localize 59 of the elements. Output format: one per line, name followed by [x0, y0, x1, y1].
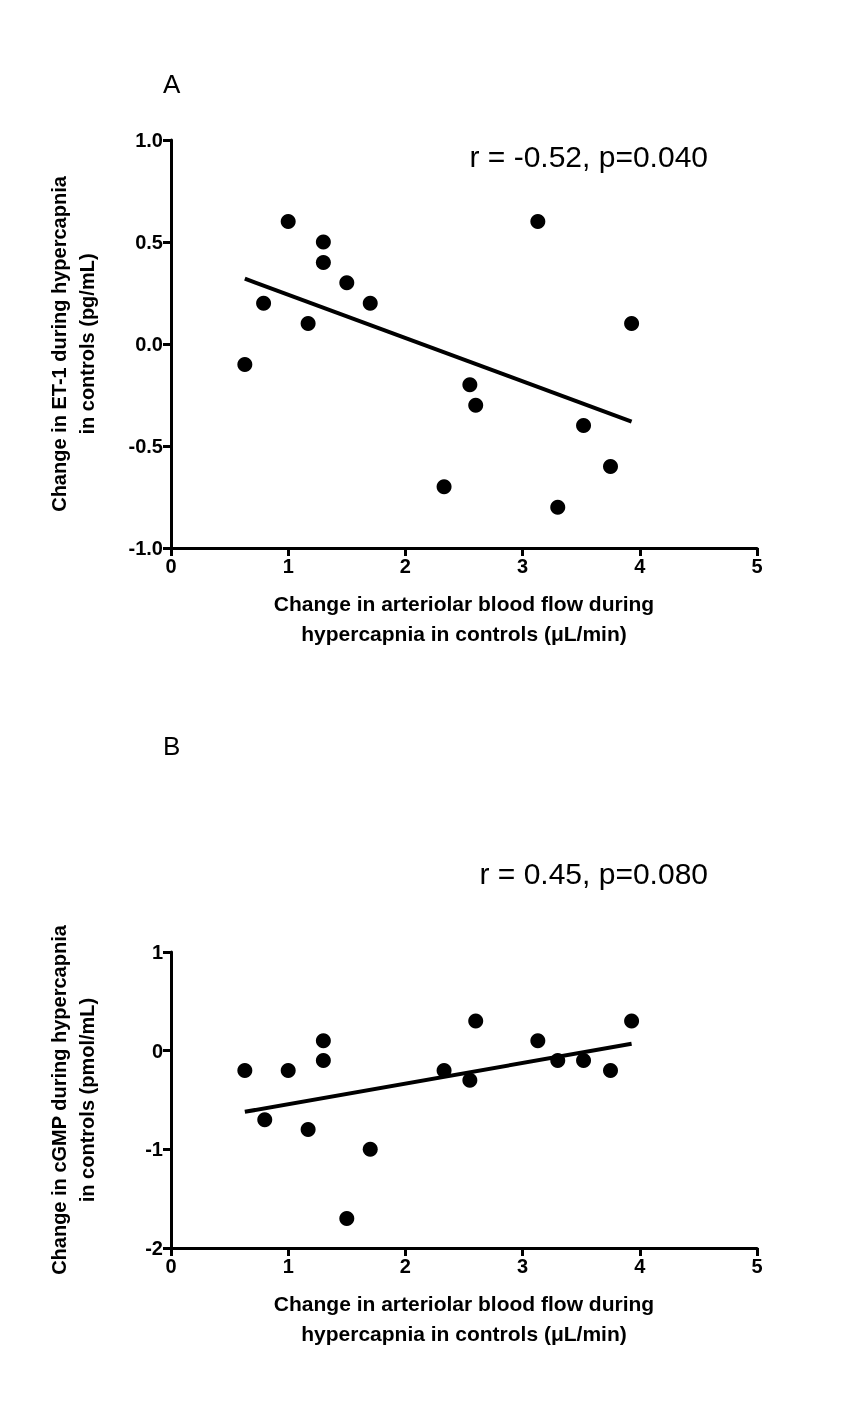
point [300, 1122, 316, 1138]
point [462, 377, 478, 393]
point [315, 1033, 331, 1049]
point [315, 254, 331, 270]
y-tick-label: 1 [151, 941, 163, 963]
x-tick-label: 5 [751, 555, 763, 577]
point [280, 1062, 296, 1078]
x-tick-label: 2 [399, 1255, 411, 1277]
point [339, 275, 355, 291]
chart-title: A [163, 69, 181, 99]
x-tick-label: 0 [165, 1255, 177, 1277]
point [257, 1112, 273, 1128]
point [339, 1210, 355, 1226]
point [603, 1062, 618, 1078]
point [624, 1013, 640, 1029]
x-tick-label: 1 [282, 1255, 294, 1277]
y-axis-title: Change in ET-1 during hypercapnia in controls (pg/mL) [48, 175, 98, 512]
point [468, 397, 484, 413]
point [237, 356, 253, 372]
y-axis-title: Change in cGMP during hypercapnia in controls (pmol/mL) [48, 924, 98, 1275]
y-tick-label: 0.5 [135, 231, 163, 253]
x-axis-title: Change in arteriolar blood flow during hypercapnia in controls (μL/min) [273, 591, 655, 645]
x-tick-label: 4 [634, 1255, 647, 1277]
point [530, 1033, 546, 1049]
x-tick-label: 4 [634, 555, 647, 577]
point [576, 1053, 592, 1069]
y-tick-label: 0.0 [135, 333, 163, 355]
x-tick-label: 3 [517, 1255, 529, 1277]
point [624, 316, 640, 332]
y-tick-label: -0.5 [128, 435, 163, 457]
x-tick-label: 5 [751, 1255, 763, 1277]
x-axis-title: Change in arteriolar blood flow during hypercapnia in controls (μL/min) [273, 1291, 655, 1345]
point [280, 214, 296, 230]
y-tick-label: 1.0 [135, 129, 163, 151]
point [576, 418, 592, 434]
y-tick-label: -1.0 [128, 537, 163, 559]
text: r = 0.45, p=0.080 [479, 856, 708, 890]
x-tick-label: 3 [517, 555, 529, 577]
point [436, 479, 452, 495]
point [315, 1053, 331, 1069]
x-tick-label: 2 [399, 555, 411, 577]
point [603, 458, 618, 474]
y-tick-label: -2 [145, 1237, 163, 1259]
point [468, 1013, 484, 1029]
point [362, 295, 378, 311]
point [300, 316, 316, 332]
point [237, 1062, 253, 1078]
annotation: r = -0.52, p=0.040 [469, 139, 709, 173]
point [462, 1072, 478, 1088]
y-tick-label: -1 [145, 1138, 163, 1161]
chart-title: B [163, 731, 181, 761]
y-tick-label: 0 [151, 1039, 163, 1062]
point [256, 295, 272, 311]
point [530, 214, 546, 230]
point [315, 234, 331, 250]
point [362, 1141, 378, 1157]
x-tick-label: 1 [282, 555, 294, 577]
x-tick-label: 0 [165, 555, 177, 577]
point [550, 499, 566, 515]
